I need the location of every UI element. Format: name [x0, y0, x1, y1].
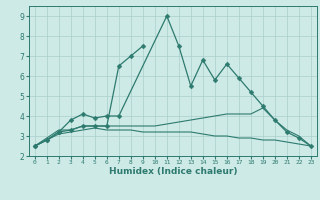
X-axis label: Humidex (Indice chaleur): Humidex (Indice chaleur): [108, 167, 237, 176]
